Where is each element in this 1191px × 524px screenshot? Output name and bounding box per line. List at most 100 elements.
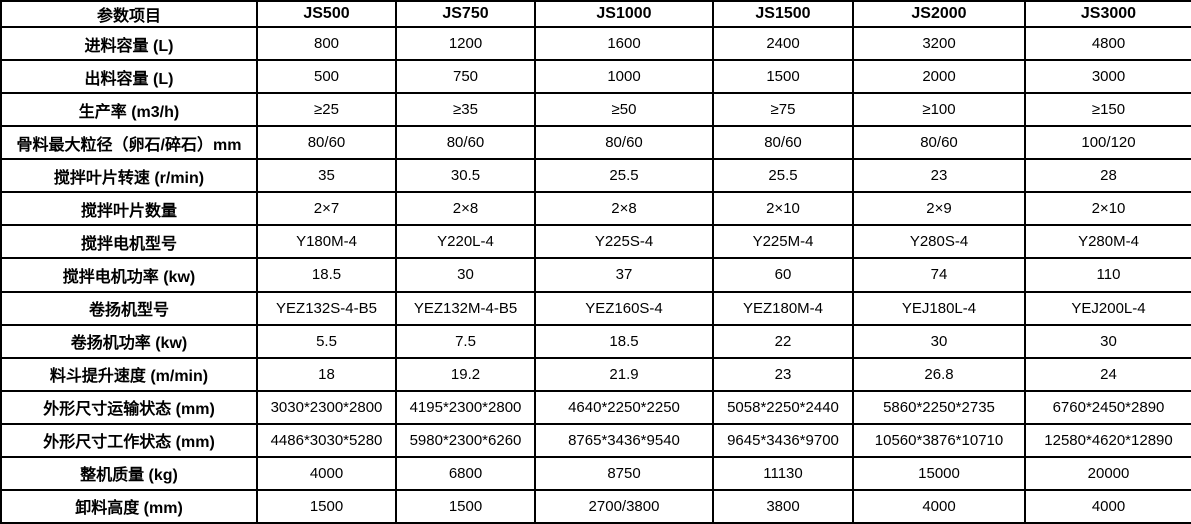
model-column-header: JS1000 xyxy=(534,0,714,28)
table-row: 搅拌电机功率 (kw) 18.5 30 37 60 74 110 xyxy=(0,257,1191,293)
value-cell: 26.8 xyxy=(852,356,1026,392)
value-cell: 25.5 xyxy=(712,158,854,194)
table-row: 整机质量 (kg) 4000 6800 8750 11130 15000 20000 xyxy=(0,455,1191,491)
row-label: 骨料最大粒径（卵石/碎石）mm xyxy=(0,125,258,161)
value-cell: 8750 xyxy=(534,455,714,491)
value-cell: 15000 xyxy=(852,455,1026,491)
value-cell: 3030*2300*2800 xyxy=(256,389,397,425)
value-cell: 2×8 xyxy=(395,191,536,227)
value-cell: 1500 xyxy=(712,59,854,95)
model-column-header: JS750 xyxy=(395,0,536,28)
value-cell: 5860*2250*2735 xyxy=(852,389,1026,425)
value-cell: 30 xyxy=(395,257,536,293)
value-cell: 4800 xyxy=(1024,25,1191,62)
table-row: 卷扬机功率 (kw) 5.5 7.5 18.5 22 30 30 xyxy=(0,323,1191,359)
value-cell: 4195*2300*2800 xyxy=(395,389,536,425)
row-label: 出料容量 (L) xyxy=(0,59,258,95)
value-cell: Y225M-4 xyxy=(712,224,854,260)
row-label: 卷扬机功率 (kw) xyxy=(0,323,258,359)
value-cell: 8765*3436*9540 xyxy=(534,422,714,458)
value-cell: 30 xyxy=(1024,323,1191,359)
value-cell: Y280M-4 xyxy=(1024,224,1191,260)
value-cell: 11130 xyxy=(712,455,854,491)
value-cell: 23 xyxy=(852,158,1026,194)
value-cell: 4000 xyxy=(852,488,1026,524)
value-cell: 4640*2250*2250 xyxy=(534,389,714,425)
value-cell: 37 xyxy=(534,257,714,293)
value-cell: ≥35 xyxy=(395,92,536,128)
table-row: 搅拌叶片数量 2×7 2×8 2×8 2×10 2×9 2×10 xyxy=(0,191,1191,227)
row-label: 搅拌叶片转速 (r/min) xyxy=(0,158,258,194)
value-cell: 800 xyxy=(256,25,397,62)
value-cell: YEJ180L-4 xyxy=(852,290,1026,326)
table-row: 料斗提升速度 (m/min) 18 19.2 21.9 23 26.8 24 xyxy=(0,356,1191,392)
row-label: 搅拌电机型号 xyxy=(0,224,258,260)
model-column-header: JS1500 xyxy=(712,0,854,28)
value-cell: 80/60 xyxy=(534,125,714,161)
value-cell: 25.5 xyxy=(534,158,714,194)
value-cell: 3800 xyxy=(712,488,854,524)
row-label: 搅拌叶片数量 xyxy=(0,191,258,227)
value-cell: 80/60 xyxy=(395,125,536,161)
value-cell: YEZ180M-4 xyxy=(712,290,854,326)
value-cell: 30 xyxy=(852,323,1026,359)
value-cell: 2000 xyxy=(852,59,1026,95)
value-cell: 5.5 xyxy=(256,323,397,359)
value-cell: ≥75 xyxy=(712,92,854,128)
value-cell: 60 xyxy=(712,257,854,293)
value-cell: 9645*3436*9700 xyxy=(712,422,854,458)
table-row: 出料容量 (L) 500 750 1000 1500 2000 3000 xyxy=(0,59,1191,95)
value-cell: Y280S-4 xyxy=(852,224,1026,260)
value-cell: 24 xyxy=(1024,356,1191,392)
value-cell: 22 xyxy=(712,323,854,359)
row-label: 卸料高度 (mm) xyxy=(0,488,258,524)
value-cell: 2×10 xyxy=(1024,191,1191,227)
value-cell: 1000 xyxy=(534,59,714,95)
model-column-header: JS500 xyxy=(256,0,397,28)
value-cell: 23 xyxy=(712,356,854,392)
value-cell: 12580*4620*12890 xyxy=(1024,422,1191,458)
value-cell: Y225S-4 xyxy=(534,224,714,260)
value-cell: 2×10 xyxy=(712,191,854,227)
value-cell: YEJ200L-4 xyxy=(1024,290,1191,326)
value-cell: 100/120 xyxy=(1024,125,1191,161)
value-cell: 2×9 xyxy=(852,191,1026,227)
model-column-header: JS2000 xyxy=(852,0,1026,28)
value-cell: 28 xyxy=(1024,158,1191,194)
value-cell: 20000 xyxy=(1024,455,1191,491)
value-cell: ≥50 xyxy=(534,92,714,128)
table-row: 卸料高度 (mm) 1500 1500 2700/3800 3800 4000 4000 xyxy=(0,488,1191,524)
value-cell: ≥25 xyxy=(256,92,397,128)
value-cell: 750 xyxy=(395,59,536,95)
table-row: 外形尺寸工作状态 (mm) 4486*3030*5280 5980*2300*626… xyxy=(0,422,1191,458)
row-label: 料斗提升速度 (m/min) xyxy=(0,356,258,392)
value-cell: 110 xyxy=(1024,257,1191,293)
value-cell: 6760*2450*2890 xyxy=(1024,389,1191,425)
value-cell: YEZ132M-4-B5 xyxy=(395,290,536,326)
row-label: 外形尺寸运输状态 (mm) xyxy=(0,389,258,425)
table-row: 外形尺寸运输状态 (mm) 3030*2300*2800 4195*2300*280… xyxy=(0,389,1191,425)
value-cell: 1500 xyxy=(395,488,536,524)
value-cell: ≥150 xyxy=(1024,92,1191,128)
value-cell: Y220L-4 xyxy=(395,224,536,260)
value-cell: 1500 xyxy=(256,488,397,524)
row-label: 搅拌电机功率 (kw) xyxy=(0,257,258,293)
value-cell: 18.5 xyxy=(256,257,397,293)
value-cell: 80/60 xyxy=(256,125,397,161)
value-cell: YEZ160S-4 xyxy=(534,290,714,326)
value-cell: 2400 xyxy=(712,25,854,62)
value-cell: 1600 xyxy=(534,25,714,62)
table-row: 卷扬机型号 YEZ132S-4-B5 YEZ132M-4-B5 YEZ160S-4 YE… xyxy=(0,290,1191,326)
model-column-header: JS3000 xyxy=(1024,0,1191,28)
value-cell: 5058*2250*2440 xyxy=(712,389,854,425)
value-cell: 18.5 xyxy=(534,323,714,359)
value-cell: 4000 xyxy=(256,455,397,491)
value-cell: 2×8 xyxy=(534,191,714,227)
value-cell: ≥100 xyxy=(852,92,1026,128)
value-cell: YEZ132S-4-B5 xyxy=(256,290,397,326)
value-cell: 30.5 xyxy=(395,158,536,194)
row-label: 卷扬机型号 xyxy=(0,290,258,326)
value-cell: 18 xyxy=(256,356,397,392)
row-label: 进料容量 (L) xyxy=(0,25,258,62)
